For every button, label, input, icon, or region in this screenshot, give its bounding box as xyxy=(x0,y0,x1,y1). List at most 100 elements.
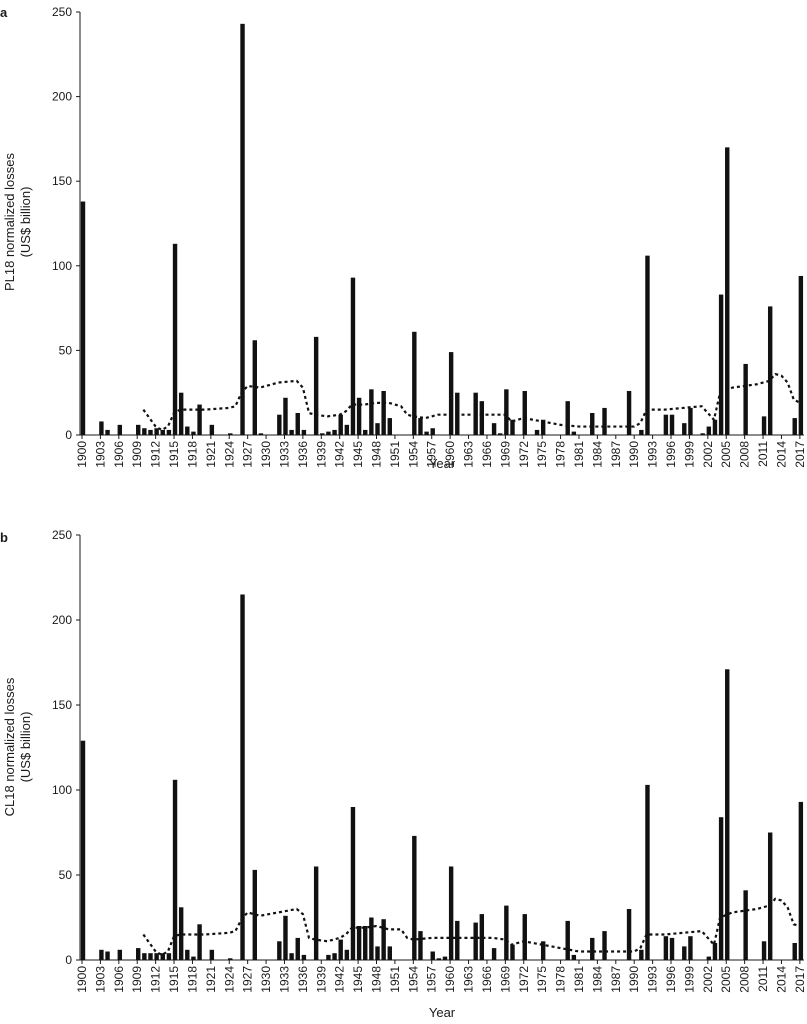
bar xyxy=(387,418,392,435)
bar xyxy=(743,890,748,960)
bar xyxy=(565,920,570,960)
x-tick-label: 1984 xyxy=(590,966,604,993)
bar xyxy=(289,429,294,435)
bar xyxy=(534,429,540,435)
bar xyxy=(669,414,675,435)
bar xyxy=(350,277,356,435)
y-axis-title: PL18 normalized losses(US$ billion) xyxy=(2,152,33,291)
bar xyxy=(185,426,190,435)
bar xyxy=(767,832,773,960)
bar xyxy=(442,956,448,960)
x-tick-label: 1996 xyxy=(664,966,678,993)
bar xyxy=(430,951,435,960)
bar xyxy=(798,275,804,435)
x-axis-title: Year xyxy=(429,456,456,471)
bar xyxy=(148,429,153,435)
x-tick-label: 1906 xyxy=(112,966,126,993)
x-tick-label: 1939 xyxy=(314,966,328,993)
x-tick-label: 1996 xyxy=(664,441,678,468)
bar xyxy=(369,917,374,960)
bar xyxy=(682,946,687,960)
bar xyxy=(178,392,184,435)
x-tick-label: 1906 xyxy=(112,441,126,468)
x-tick-label: 1972 xyxy=(517,966,531,993)
bar xyxy=(197,924,202,960)
bar xyxy=(504,905,509,960)
y-tick-label: 150 xyxy=(52,698,72,712)
bar xyxy=(412,835,417,960)
bar xyxy=(99,949,104,960)
x-tick-label: 1924 xyxy=(222,966,236,993)
bar xyxy=(363,926,368,960)
bar xyxy=(136,948,141,960)
bar xyxy=(252,869,258,960)
bar xyxy=(172,243,178,435)
bar xyxy=(166,429,172,435)
bar xyxy=(639,949,644,960)
x-tick-label: 2017 xyxy=(793,966,807,993)
x-tick-label: 1903 xyxy=(93,966,107,993)
bar xyxy=(356,926,362,960)
bar xyxy=(663,936,669,960)
bar xyxy=(381,391,386,435)
x-tick-label: 1927 xyxy=(241,441,255,468)
bar xyxy=(375,946,380,960)
x-tick-label: 1948 xyxy=(370,441,384,468)
bar xyxy=(767,306,773,435)
bar xyxy=(626,909,632,960)
bar xyxy=(105,951,110,960)
bar xyxy=(718,294,724,435)
bar xyxy=(283,397,288,435)
bar xyxy=(99,421,104,435)
x-tick-label: 1945 xyxy=(351,966,365,993)
y-tick-label: 0 xyxy=(65,953,72,967)
x-axis-title: Year xyxy=(429,1005,456,1020)
x-tick-label: 1981 xyxy=(572,441,586,468)
bar xyxy=(301,429,307,435)
bar xyxy=(504,389,509,435)
bar xyxy=(571,431,577,435)
bar xyxy=(688,407,693,435)
y-tick-label: 250 xyxy=(52,528,72,542)
bar xyxy=(320,433,325,435)
y-tick-label: 100 xyxy=(52,783,72,797)
y-tick-label: 50 xyxy=(59,868,73,882)
x-tick-label: 1915 xyxy=(167,441,181,468)
bar xyxy=(154,953,159,960)
x-tick-label: 2008 xyxy=(738,441,752,468)
bar xyxy=(277,414,282,435)
bar xyxy=(326,431,331,435)
bar xyxy=(639,429,644,435)
x-tick-label: 2002 xyxy=(701,441,715,468)
y-tick-label: 50 xyxy=(59,343,73,357)
bar xyxy=(448,352,454,435)
x-tick-label: 1900 xyxy=(75,441,89,468)
bar xyxy=(344,424,350,435)
bar xyxy=(228,958,233,960)
bar xyxy=(798,801,804,960)
y-tick-label: 0 xyxy=(65,428,72,442)
x-tick-label: 1909 xyxy=(130,441,144,468)
bar xyxy=(178,907,184,960)
bar xyxy=(510,944,515,960)
bar xyxy=(571,954,577,960)
bar xyxy=(117,424,123,435)
bar xyxy=(381,919,386,960)
x-tick-label: 1960 xyxy=(443,966,457,993)
bar xyxy=(142,953,147,960)
x-tick-label: 1900 xyxy=(75,966,89,993)
x-tick-label: 1957 xyxy=(425,966,439,993)
bar xyxy=(565,401,570,435)
y-axis-title-line: (US$ billion) xyxy=(18,187,33,258)
x-tick-label: 1921 xyxy=(204,441,218,468)
x-tick-label: 2005 xyxy=(719,441,733,468)
bar xyxy=(387,946,392,960)
bar xyxy=(338,414,343,435)
bar xyxy=(228,433,233,435)
bar xyxy=(792,418,797,435)
x-tick-label: 2014 xyxy=(774,441,788,468)
bar xyxy=(136,424,141,435)
x-tick-label: 1966 xyxy=(480,441,494,468)
bar xyxy=(418,931,423,960)
